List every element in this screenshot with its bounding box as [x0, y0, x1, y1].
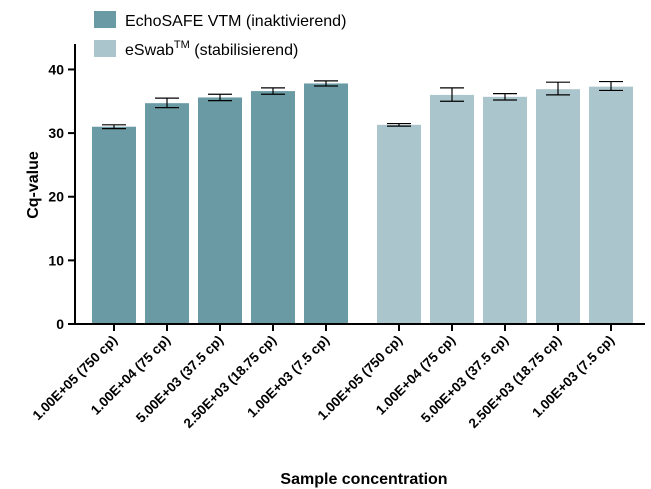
y-tick-label: 20 — [48, 189, 64, 205]
x-tick-label: 2.50E+03 (18.75 cp) — [466, 333, 564, 431]
x-axis: 1.00E+05 (750 cp)1.00E+04 (75 cp)5.00E+0… — [30, 323, 645, 431]
bar — [377, 124, 421, 325]
bar — [589, 86, 633, 325]
bar — [145, 103, 189, 324]
y-axis-title: Cq-value — [25, 151, 42, 219]
y-tick-label: 40 — [48, 61, 64, 77]
y-tick-label: 10 — [48, 252, 64, 268]
legend-label-eswab: eSwabTM (stabilisierend) — [125, 39, 298, 59]
bar — [304, 83, 348, 324]
legend-swatch-echosafe — [94, 11, 116, 28]
legend-label-eswab-sup: TM — [174, 39, 190, 51]
x-tick-label: 2.50E+03 (18.75 cp) — [181, 333, 279, 431]
legend-label-eswab-tail: (stabilisierend) — [190, 42, 298, 59]
bar — [198, 97, 242, 324]
x-axis-title: Sample concentration — [280, 471, 447, 488]
bar — [483, 96, 527, 325]
bars — [92, 83, 633, 325]
y-tick-label: 0 — [56, 316, 64, 332]
x-tick-label: 5.00E+03 (37.5 cp) — [133, 333, 226, 426]
y-axis: 0 10 20 30 40 — [48, 44, 76, 332]
bar — [251, 91, 295, 324]
bar — [92, 126, 136, 325]
legend-swatch-eswab — [94, 40, 116, 57]
bar — [430, 94, 474, 324]
bar — [536, 89, 580, 324]
error-bars — [102, 80, 623, 130]
legend-label-echosafe: EchoSAFE VTM (inaktivierend) — [125, 13, 346, 30]
x-tick-label: 5.00E+03 (37.5 cp) — [418, 333, 511, 426]
legend-label-echosafe-text: EchoSAFE VTM (inaktivierend) — [125, 13, 346, 30]
legend-label-eswab-base: eSwab — [125, 42, 174, 59]
y-tick-label: 30 — [48, 125, 64, 141]
legend: EchoSAFE VTM (inaktivierend) eSwabTM (st… — [94, 11, 346, 59]
